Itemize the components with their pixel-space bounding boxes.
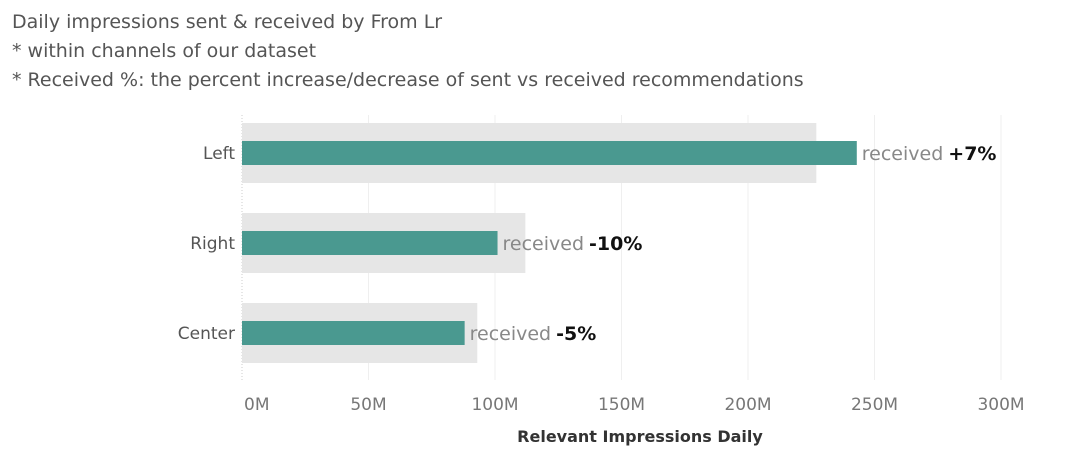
x-tick-label: 50M <box>350 395 386 415</box>
bar-sent[interactable] <box>242 231 498 255</box>
bar-sent[interactable] <box>242 321 465 345</box>
received-label: received -5% <box>470 323 597 345</box>
category-label: Right <box>190 234 235 254</box>
x-tick-label: 250M <box>851 395 898 415</box>
chart-titles: Daily impressions sent & received by Fro… <box>12 8 804 95</box>
chart-subtitle-1: * within channels of our dataset <box>12 40 317 62</box>
x-tick-label: 150M <box>598 395 645 415</box>
bar-sent[interactable] <box>242 141 857 165</box>
chart-subtitle-2: * Received %: the percent increase/decre… <box>12 69 804 91</box>
x-tick-label: 200M <box>724 395 771 415</box>
category-label: Center <box>178 324 235 344</box>
received-label: received -10% <box>503 233 643 255</box>
category-label: Left <box>203 144 235 164</box>
x-tick-label: 300M <box>977 395 1024 415</box>
x-tick-label: 0M <box>244 395 269 415</box>
x-axis-title: Relevant Impressions Daily <box>517 427 763 446</box>
received-label: received +7% <box>862 143 997 165</box>
x-tick-label: 100M <box>471 395 518 415</box>
chart-title: Daily impressions sent & received by Fro… <box>12 11 443 33</box>
